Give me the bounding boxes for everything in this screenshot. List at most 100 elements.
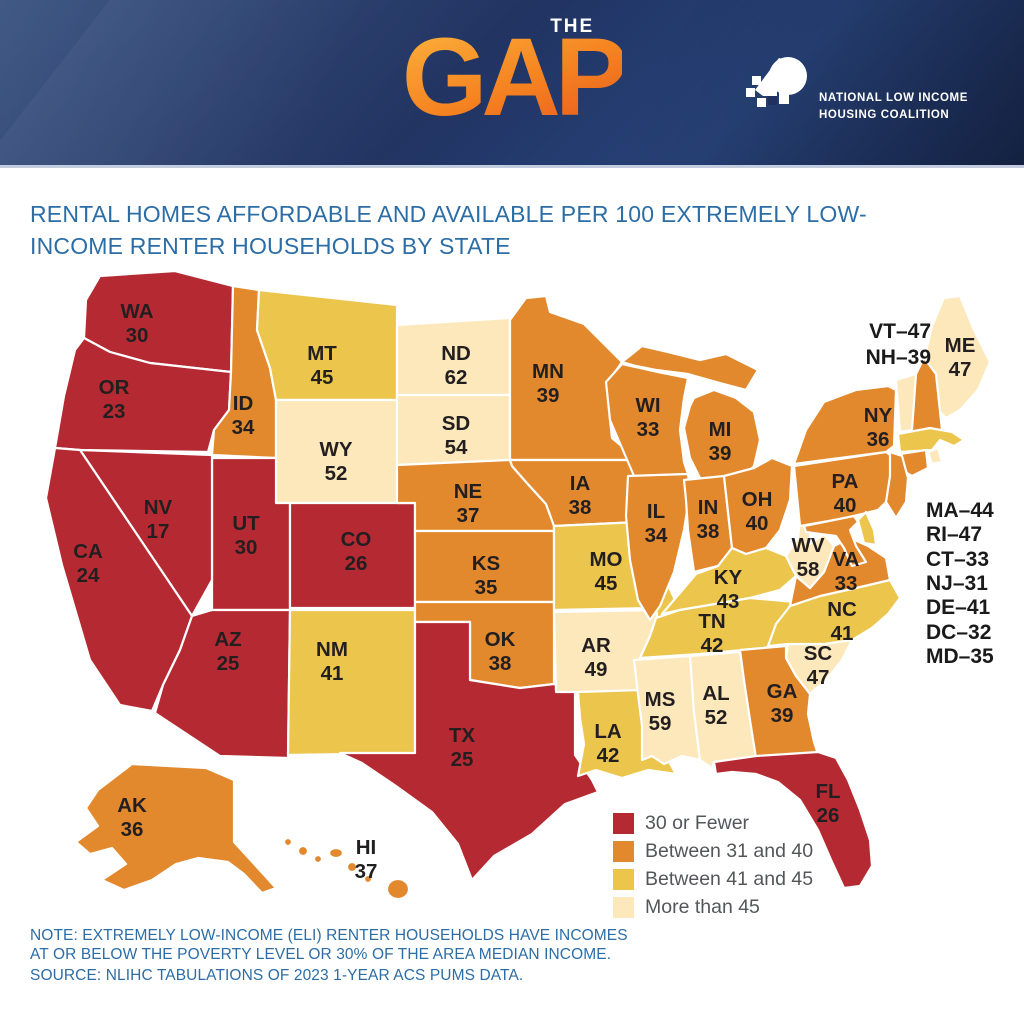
state-label-ga: 39 [771,704,794,727]
legend-row-2: Between 41 and 45 [613,869,813,890]
nlihc-org-name: NATIONAL LOW INCOME HOUSING COALITION [819,90,968,125]
state-label-nc: 41 [831,622,854,645]
state-hi [282,836,411,901]
state-label-wa: 30 [126,324,149,347]
legend-swatch-2 [613,869,634,890]
east-list-nj: NJ–31 [926,572,988,595]
state-label-id: ID [233,392,254,415]
state-wi [604,362,690,478]
state-label-wv: WV [791,534,824,557]
gap-logo: GAP THE [0,16,1024,136]
east-list-dc: DC–32 [926,621,991,644]
state-label-nc: NC [827,598,857,621]
state-fl [712,750,874,890]
state-label-wa: WA [120,300,153,323]
legend-label-3: More than 45 [645,896,760,918]
state-label-ga: GA [767,680,798,703]
state-label-me: 47 [949,358,972,381]
state-label-az: AZ [214,628,241,651]
state-label-wi: WI [635,394,660,417]
state-label-ak: 36 [121,818,144,841]
state-label-il: IL [647,500,665,523]
legend-swatch-0 [613,813,634,834]
legend: 30 or Fewer Between 31 and 40 Between 41 a… [613,813,813,925]
state-label-nv: 17 [147,520,170,543]
state-label-mt: 45 [311,366,334,389]
state-label-ny: NY [864,404,893,427]
state-label-ky: 43 [717,590,740,613]
state-label-in: IN [698,496,719,519]
state-label-ok: OK [485,628,516,651]
state-label-or: 23 [103,400,126,423]
state-label-tn: TN [698,610,725,633]
state-label-ca: 24 [77,564,100,587]
callout-nh: NH–39 [866,346,931,369]
state-label-co: 26 [345,552,368,575]
east-list-md: MD–35 [926,645,994,668]
state-label-la: LA [594,720,622,743]
east-list-ct: CT–33 [926,548,989,571]
state-label-ar: AR [581,634,611,657]
nlihc-house-icon [746,57,808,107]
state-label-ca: CA [73,540,103,563]
legend-label-2: Between 41 and 45 [645,868,814,890]
state-label-nd: ND [441,342,471,365]
state-label-in: 38 [697,520,720,543]
state-label-wy: WY [319,438,352,461]
state-label-tx: TX [449,724,476,747]
legend-label-0: 30 or Fewer [645,812,750,834]
state-label-la: 42 [597,744,620,767]
state-label-ms: 59 [649,712,672,735]
state-label-oh: OH [742,488,773,511]
state-label-nd: 62 [445,366,468,389]
header-banner: GAP THE NATIONAL LOW INCOME HOUSING COAL… [0,0,1024,168]
state-label-fl: 26 [817,804,840,827]
state-label-al: AL [702,682,729,705]
state-or [53,336,233,454]
east-list-ri: RI–47 [926,523,982,546]
state-label-ks: KS [472,552,500,575]
state-label-me: ME [945,334,976,357]
state-label-hi: HI [356,836,377,859]
state-ma [896,426,966,454]
state-label-sd: SD [442,412,470,435]
page-title: RENTAL HOMES AFFORDABLE AND AVAILABLE PE… [30,201,867,259]
footnotes: NOTE: EXTREMELY LOW-INCOME (ELI) RENTER … [30,927,630,986]
state-label-tn: 42 [701,634,724,657]
state-label-ne: NE [454,480,482,503]
source-text: SOURCE: NLIHC TABULATIONS OF 2023 1-YEAR… [30,967,524,984]
state-label-az: 25 [217,652,240,675]
state-label-tx: 25 [451,748,474,771]
state-label-mo: MO [589,548,622,571]
legend-row-3: More than 45 [613,897,813,918]
nlihc-org-line2: HOUSING COALITION [819,109,950,122]
state-label-fl: FL [815,780,840,803]
nlihc-org-line1: NATIONAL LOW INCOME [819,92,968,104]
state-label-ks: 35 [475,576,498,599]
state-label-va: 33 [835,572,858,595]
state-label-wv: 58 [797,558,820,581]
state-vt [894,372,918,434]
gap-logo-text: GAP [401,16,628,139]
state-label-ms: MS [645,688,676,711]
state-me [922,294,992,420]
state-label-co: CO [341,528,372,551]
state-label-or: OR [99,376,130,399]
state-nm [286,608,417,757]
state-label-mt: MT [307,342,337,365]
legend-row-1: Between 31 and 40 [613,841,813,862]
east-list-ma: MA–44 [926,499,994,522]
state-label-il: 34 [645,524,668,547]
state-label-ky: KY [714,566,743,589]
state-label-ok: 38 [489,652,512,675]
state-label-id: 34 [232,416,255,439]
state-label-sd: 54 [445,436,468,459]
state-label-al: 52 [705,706,728,729]
nlihc-logo: NATIONAL LOW INCOME HOUSING COALITION [743,50,968,125]
state-label-sc: 47 [807,666,830,689]
state-ak [74,762,278,895]
state-label-va: VA [833,548,860,571]
state-label-oh: 40 [746,512,769,535]
state-label-nv: NV [144,496,173,519]
